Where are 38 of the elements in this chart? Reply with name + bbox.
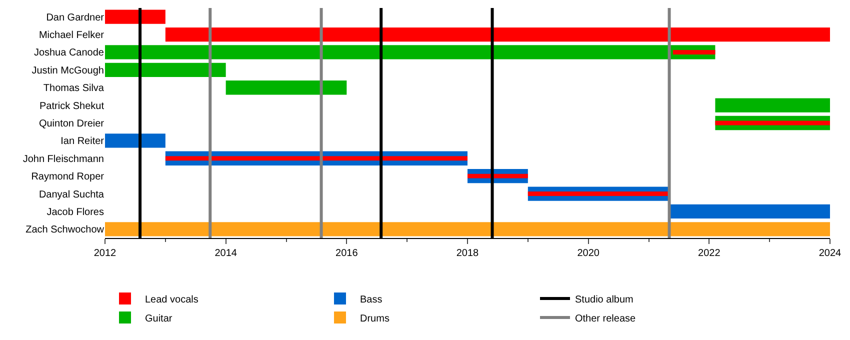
bar bbox=[468, 174, 528, 178]
bar bbox=[672, 50, 716, 54]
y-tick-label: Patrick Shekut bbox=[40, 100, 104, 112]
x-tick-label: 2012 bbox=[94, 248, 117, 259]
bar bbox=[528, 192, 670, 196]
bar bbox=[105, 222, 830, 236]
y-tick-label: Michael Felker bbox=[38, 30, 105, 42]
legend-label: Bass bbox=[360, 294, 382, 306]
bar bbox=[670, 204, 830, 219]
x-tick-label: 2016 bbox=[336, 248, 358, 259]
bar bbox=[715, 120, 830, 126]
y-tick-label: Ian Reiter bbox=[60, 136, 105, 148]
y-tick-label: Raymond Roper bbox=[31, 172, 105, 183]
y-tick-label: Zach Schwochow bbox=[26, 224, 105, 236]
y-tick-label: Joshua Canode bbox=[34, 48, 104, 59]
x-tick-label: 2018 bbox=[456, 248, 480, 259]
y-tick-label: Danyal Suchta bbox=[38, 189, 104, 200]
x-tick-label: 2024 bbox=[818, 248, 842, 259]
y-tick-label: John Fleischmann bbox=[22, 154, 104, 165]
x-tick-label: 2014 bbox=[214, 248, 238, 259]
bar bbox=[226, 80, 347, 95]
x-tick-label: 2022 bbox=[698, 248, 721, 259]
bar bbox=[105, 62, 226, 77]
y-tick-label: Dan Gardner bbox=[46, 12, 105, 24]
y-tick-label: Thomas Silva bbox=[43, 83, 104, 94]
legend-label: Other release bbox=[575, 313, 636, 324]
legend-label: Guitar bbox=[145, 313, 173, 324]
legend-label: Studio album bbox=[575, 294, 634, 306]
legend-label: Drums bbox=[360, 313, 390, 324]
bar bbox=[715, 98, 830, 112]
legend-label: Lead vocals bbox=[145, 294, 198, 306]
y-tick-label: Quinton Dreier bbox=[38, 118, 105, 130]
bar bbox=[105, 134, 166, 148]
bar bbox=[105, 45, 716, 60]
x-tick-label: 2020 bbox=[577, 248, 600, 259]
y-tick-label: Jacob Flores bbox=[46, 206, 104, 218]
bar bbox=[165, 156, 468, 161]
y-tick-label: Justin McGough bbox=[32, 65, 104, 76]
